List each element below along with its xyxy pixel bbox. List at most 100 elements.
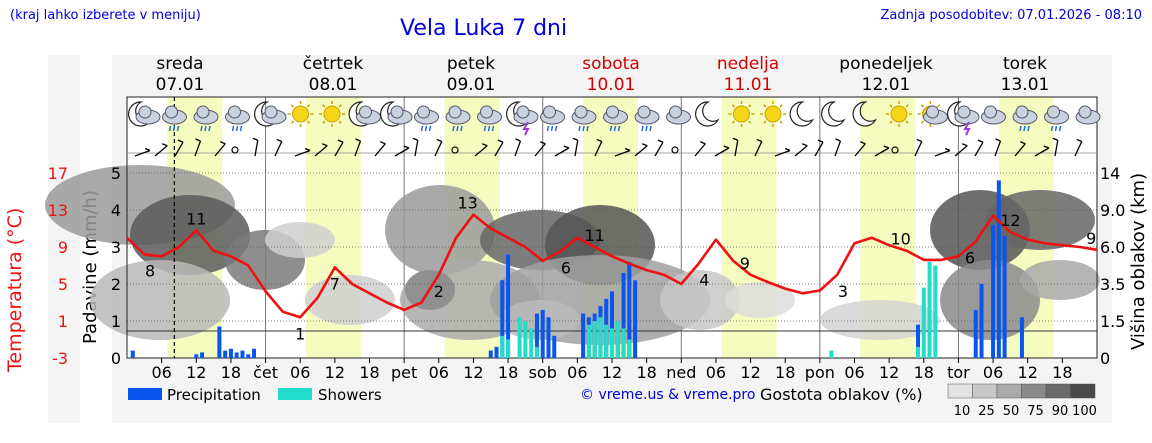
precip-tick-label: 1: [111, 312, 121, 331]
wind-barb-feather: [962, 143, 968, 147]
shower-bar: [621, 328, 626, 358]
x-tick-label: pon: [805, 363, 835, 382]
cloud-density-area: [985, 190, 1095, 250]
cloud-rain-icon: [225, 105, 250, 132]
moon-icon: [821, 101, 846, 127]
cloud-density-area: [725, 282, 795, 318]
wind-barb: [334, 141, 344, 157]
sun-icon-ray: [731, 104, 735, 108]
x-tick-label: 12: [740, 363, 760, 382]
wind-barb: [174, 141, 184, 157]
precip-bar: [1002, 235, 1007, 358]
precip-bar: [633, 280, 638, 358]
rain-drop: [550, 125, 554, 132]
moon-icon: [695, 101, 720, 127]
wind-barb: [614, 149, 631, 157]
wind-barb-feather: [1052, 137, 1059, 141]
shower-bar: [534, 346, 539, 358]
wind-barb-feather: [572, 137, 579, 141]
rain-drop: [641, 125, 644, 132]
shower-bar: [523, 321, 528, 358]
wind-barb-feather: [657, 139, 664, 143]
wind-barb: [1054, 140, 1059, 157]
temperature-data-label: 11: [584, 226, 604, 245]
shower-bar: [921, 287, 926, 358]
moon-icon: [789, 101, 815, 127]
cloud-icon-puff: [448, 105, 462, 119]
wind-barb-feather: [337, 139, 344, 143]
wind-barb-feather: [700, 141, 706, 145]
shower-bar: [610, 328, 614, 358]
sun-icon-ray: [905, 120, 909, 124]
wind-barb: [134, 149, 151, 157]
day-name-label: torek: [1003, 54, 1047, 74]
region-hint[interactable]: (kraj lahko izberete v meniju): [10, 8, 201, 23]
wind-barb-feather: [624, 147, 631, 152]
wind-barb: [594, 141, 603, 157]
cloud-icon-puff: [606, 105, 619, 119]
shower-bar: [529, 328, 534, 358]
wind-barb-feather: [1076, 138, 1083, 143]
wind-barb-feather: [1043, 145, 1050, 149]
cloud-icon-puff: [669, 105, 682, 119]
rain-drop: [172, 125, 176, 132]
temperature-line: [126, 213, 1098, 319]
precip-bar: [916, 324, 921, 358]
x-tick-label: ned: [666, 363, 696, 382]
wind-barb-feather: [540, 141, 546, 145]
sun-icon: [319, 101, 345, 127]
sun-icon: [760, 101, 786, 127]
wind-calm-marker: [671, 146, 679, 154]
legend-precip-swatch: [128, 388, 162, 400]
moon-icon-shape: [852, 101, 878, 127]
temperature-data-label: 2: [434, 282, 444, 301]
sun-icon-ray: [905, 104, 909, 108]
rain-drop: [452, 125, 455, 132]
sun-icon-ray: [290, 104, 294, 108]
wind-barb-feather: [860, 141, 866, 145]
moon-icon: [852, 101, 878, 127]
x-tick-label: 18: [775, 363, 795, 382]
x-tick-label: 06: [151, 363, 171, 382]
cloud-rain-icon: [634, 105, 660, 132]
sun-icon-ray: [763, 104, 767, 108]
sun-icon-ray: [338, 120, 342, 124]
temperature-data-label: 9: [740, 254, 750, 273]
day-name-label: četrtek: [303, 54, 364, 74]
wind-barb-feather: [177, 139, 184, 143]
temperature-data-label: 9: [1086, 229, 1096, 248]
sun-icon-disc: [733, 105, 750, 123]
moon-icon-shape: [821, 101, 846, 127]
wind-barb-feather: [756, 138, 763, 143]
wind-barb: [854, 143, 866, 157]
sun-icon-ray: [937, 104, 941, 108]
day-name-label: petek: [447, 54, 495, 74]
cloud-icon-puff: [359, 105, 372, 119]
cloud-height-tick-label: 9.0: [1100, 201, 1125, 220]
temperature-data-label: 3: [838, 282, 848, 301]
cloud-height-tick-label: 1.5: [1100, 312, 1125, 331]
day-date-label: 07.01: [156, 75, 205, 95]
shower-bar: [615, 321, 620, 358]
precip-bar: [488, 350, 493, 358]
wind-barb-feather: [380, 141, 386, 145]
wind-barb: [434, 141, 443, 157]
precip-bar: [1019, 317, 1024, 358]
last-updated: Zadnja posodobitev: 07.01.2026 - 08:10: [880, 8, 1142, 23]
x-tick-label: 06: [429, 363, 449, 382]
temperature-tick-label: 9: [58, 238, 68, 257]
x-tick-label: 12: [879, 363, 899, 382]
wind-barb-feather: [1020, 141, 1026, 145]
cloud-height-tick-label: 14: [1100, 164, 1120, 183]
lightning-bolt: [522, 121, 530, 136]
temperature-data-label: 6: [561, 259, 571, 278]
precip-bar: [534, 313, 539, 358]
x-tick-label: 18: [498, 363, 518, 382]
sun-cloud-icon: [917, 101, 948, 127]
credit-link[interactable]: © vreme.us & vreme.pro: [580, 387, 756, 403]
cloud-density-area: [1020, 260, 1100, 300]
sun-icon-ray: [889, 120, 893, 124]
cloud-density-swatch: [1070, 383, 1096, 399]
cloud-icon-puff: [1015, 105, 1029, 119]
x-tick-label: 06: [844, 363, 864, 382]
